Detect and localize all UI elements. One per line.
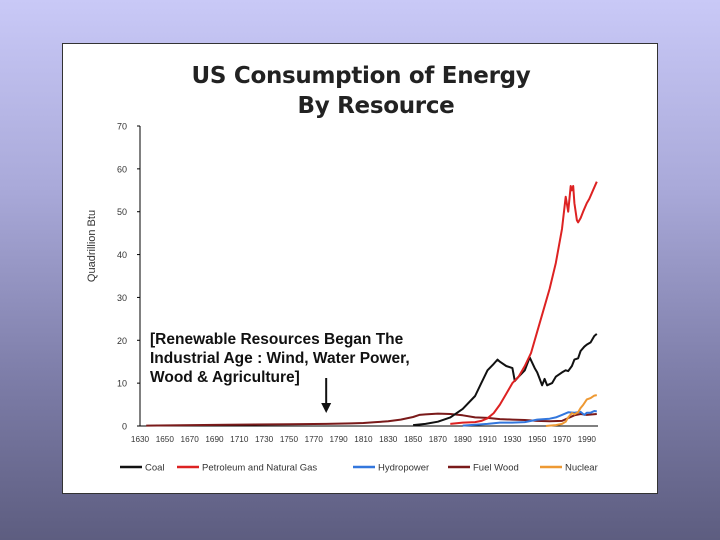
x-tick-label: 1710: [230, 435, 249, 444]
series-line-fuel-wood: [146, 412, 597, 427]
x-tick-label: 1970: [553, 435, 572, 444]
legend-label: Hydropower: [378, 463, 429, 474]
x-tick-label: 1990: [578, 435, 597, 444]
y-tick-label: 20: [117, 336, 127, 346]
x-tick-label: 1930: [503, 435, 522, 444]
x-tick-label: 1950: [528, 435, 547, 444]
series-line-nuclear: [545, 394, 597, 427]
x-tick-label: 1690: [205, 435, 224, 444]
y-tick-label: 10: [117, 379, 127, 389]
legend-label: Petroleum and Natural Gas: [202, 463, 317, 474]
x-tick-label: 1670: [181, 435, 200, 444]
x-tick-label: 1770: [305, 435, 324, 444]
series-line-coal: [413, 333, 598, 427]
annotation-text: [Renewable Resources Began The Industria…: [150, 330, 470, 387]
y-tick-labels: 70 60 50 40 30 20 10 0: [117, 122, 140, 432]
y-tick-label: 30: [117, 293, 127, 303]
legend-label: Fuel Wood: [473, 463, 519, 474]
y-tick-label: 0: [122, 422, 127, 432]
chart-title-line-1: US Consumption of Energy: [191, 63, 531, 89]
x-tick-label: 1650: [156, 435, 175, 444]
annotation-arrow: [321, 378, 332, 413]
legend-label: Nuclear: [565, 463, 598, 474]
x-tick-label: 1870: [429, 435, 448, 444]
annotation-line-2: Industrial Age : Wind, Water Power,: [150, 350, 410, 367]
x-tick-label: 1810: [354, 435, 373, 444]
chart-axes: [139, 126, 598, 427]
x-tick-label: 1630: [131, 435, 150, 444]
x-tick-label: 1750: [280, 435, 299, 444]
y-tick-label: 70: [117, 122, 127, 132]
x-tick-label: 1910: [478, 435, 497, 444]
series-line-hydropower: [462, 410, 597, 427]
chart-title: US Consumption of Energy By Resource: [63, 61, 659, 121]
series-line-petroleum-and-natural-gas: [450, 181, 598, 425]
x-tick-label: 1830: [379, 435, 398, 444]
y-axis-label: Quadrillion Btu: [86, 210, 98, 282]
x-tick-labels: 1630 1650 1670 1690 1710 1730 1750 1770 1790 1810…: [131, 435, 596, 444]
x-tick-label: 1790: [329, 435, 348, 444]
annotation-line-1: [Renewable Resources Began The: [150, 331, 404, 348]
legend-label: Coal: [145, 463, 165, 474]
x-tick-label: 1890: [454, 435, 473, 444]
series-lines: [146, 181, 598, 427]
y-tick-label: 40: [117, 250, 127, 260]
x-tick-label: 1730: [255, 435, 274, 444]
chart-title-line-2: By Resource: [297, 93, 455, 119]
legend: Coal Petroleum and Natural Gas Hydropower F…: [120, 463, 598, 474]
y-tick-label: 60: [117, 164, 127, 174]
x-tick-label: 1850: [404, 435, 423, 444]
annotation-line-3: Wood & Agriculture]: [150, 369, 300, 386]
y-tick-label: 50: [117, 207, 127, 217]
annotation-arrow-head: [321, 403, 332, 413]
slide-panel: US Consumption of Energy By Resource: [62, 43, 658, 494]
